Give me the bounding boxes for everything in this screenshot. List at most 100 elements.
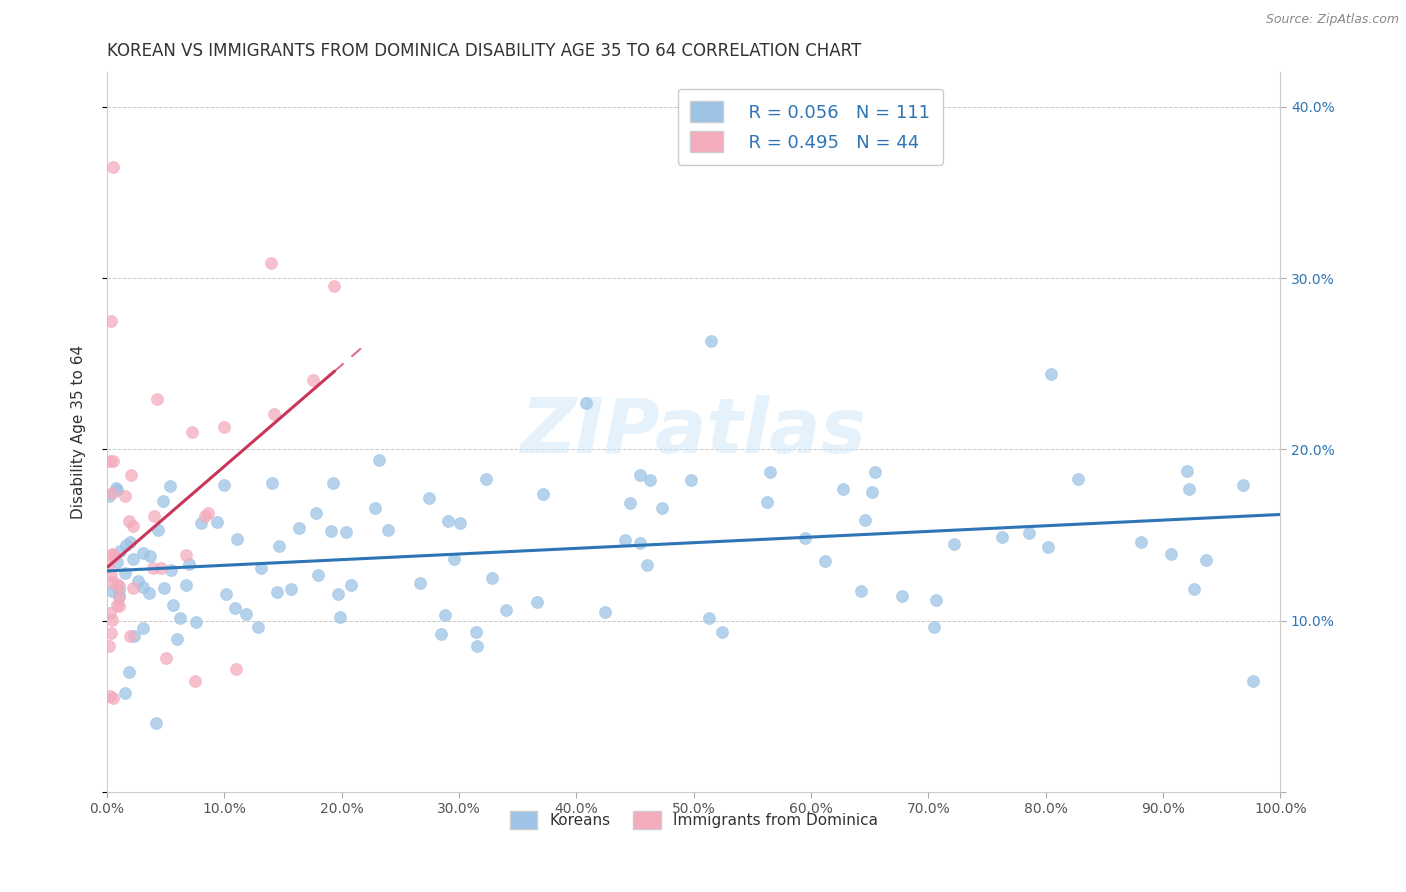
Point [155, 651, 177, 665]
Text: ZIPatlas: ZIPatlas [520, 395, 866, 469]
Point [101, 160, 124, 174]
Point [132, 580, 155, 594]
Point [118, 514, 141, 528]
Point [194, 509, 217, 524]
Point [212, 420, 235, 434]
Point [526, 595, 548, 609]
Point [246, 620, 269, 634]
Point [114, 489, 136, 503]
Point [267, 539, 290, 553]
Point [434, 608, 457, 623]
Point [184, 615, 207, 630]
Point [107, 582, 129, 597]
Point [614, 533, 637, 548]
Point [465, 639, 488, 653]
Point [302, 373, 325, 387]
Point [120, 467, 142, 482]
Point [1243, 673, 1265, 688]
Text: Source: ZipAtlas.com: Source: ZipAtlas.com [1265, 13, 1399, 27]
Point [226, 533, 249, 547]
Point [138, 586, 160, 600]
Point [891, 589, 914, 603]
Point [101, 486, 124, 500]
Point [150, 561, 173, 575]
Point [122, 551, 145, 566]
Point [991, 531, 1014, 545]
Point [793, 532, 815, 546]
Point [101, 548, 124, 562]
Point [322, 475, 344, 490]
Point [1018, 526, 1040, 541]
Point [531, 487, 554, 501]
Point [114, 686, 136, 700]
Point [280, 582, 302, 597]
Point [100, 547, 122, 561]
Point [475, 472, 498, 486]
Point [108, 599, 131, 614]
Point [124, 629, 146, 643]
Point [437, 514, 460, 528]
Point [107, 589, 129, 603]
Point [1182, 582, 1205, 596]
Point [100, 568, 122, 582]
Point [118, 534, 141, 549]
Point [101, 574, 124, 589]
Point [97, 559, 120, 574]
Point [105, 555, 128, 569]
Point [108, 579, 131, 593]
Point [101, 690, 124, 705]
Point [640, 473, 662, 487]
Text: KOREAN VS IMMIGRANTS FROM DOMINICA DISABILITY AGE 35 TO 64 CORRELATION CHART: KOREAN VS IMMIGRANTS FROM DOMINICA DISAB… [107, 42, 862, 60]
Point [132, 621, 155, 635]
Point [266, 584, 288, 599]
Point [215, 587, 238, 601]
Point [429, 627, 451, 641]
Point [174, 548, 197, 562]
Point [1067, 472, 1090, 486]
Point [190, 516, 212, 531]
Point [153, 581, 176, 595]
Point [377, 523, 399, 537]
Point [860, 485, 883, 500]
Point [849, 584, 872, 599]
Point [142, 508, 165, 523]
Legend: Koreans, Immigrants from Dominica: Koreans, Immigrants from Dominica [503, 805, 884, 835]
Point [755, 495, 778, 509]
Point [697, 611, 720, 625]
Point [408, 576, 430, 591]
Point [179, 557, 201, 571]
Point [101, 614, 124, 628]
Point [197, 506, 219, 520]
Point [159, 479, 181, 493]
Point [326, 587, 349, 601]
Point [131, 545, 153, 559]
Point [169, 611, 191, 625]
Point [98, 607, 121, 621]
Point [105, 483, 128, 497]
Point [363, 500, 385, 515]
Point [495, 603, 517, 617]
Point [103, 549, 125, 564]
Point [142, 561, 165, 575]
Point [853, 512, 876, 526]
Point [235, 607, 257, 621]
Point [759, 466, 782, 480]
Point [98, 489, 121, 503]
Point [145, 716, 167, 731]
Point [700, 334, 723, 349]
Point [260, 256, 283, 270]
Point [262, 476, 284, 491]
Point [162, 598, 184, 612]
Point [942, 537, 965, 551]
Point [1175, 464, 1198, 478]
Point [595, 605, 617, 619]
Point [100, 625, 122, 640]
Point [174, 578, 197, 592]
Point [1160, 547, 1182, 561]
Point [636, 558, 658, 573]
Point [122, 518, 145, 533]
Point [100, 454, 122, 468]
Point [329, 610, 352, 624]
Point [340, 578, 363, 592]
Point [710, 625, 733, 640]
